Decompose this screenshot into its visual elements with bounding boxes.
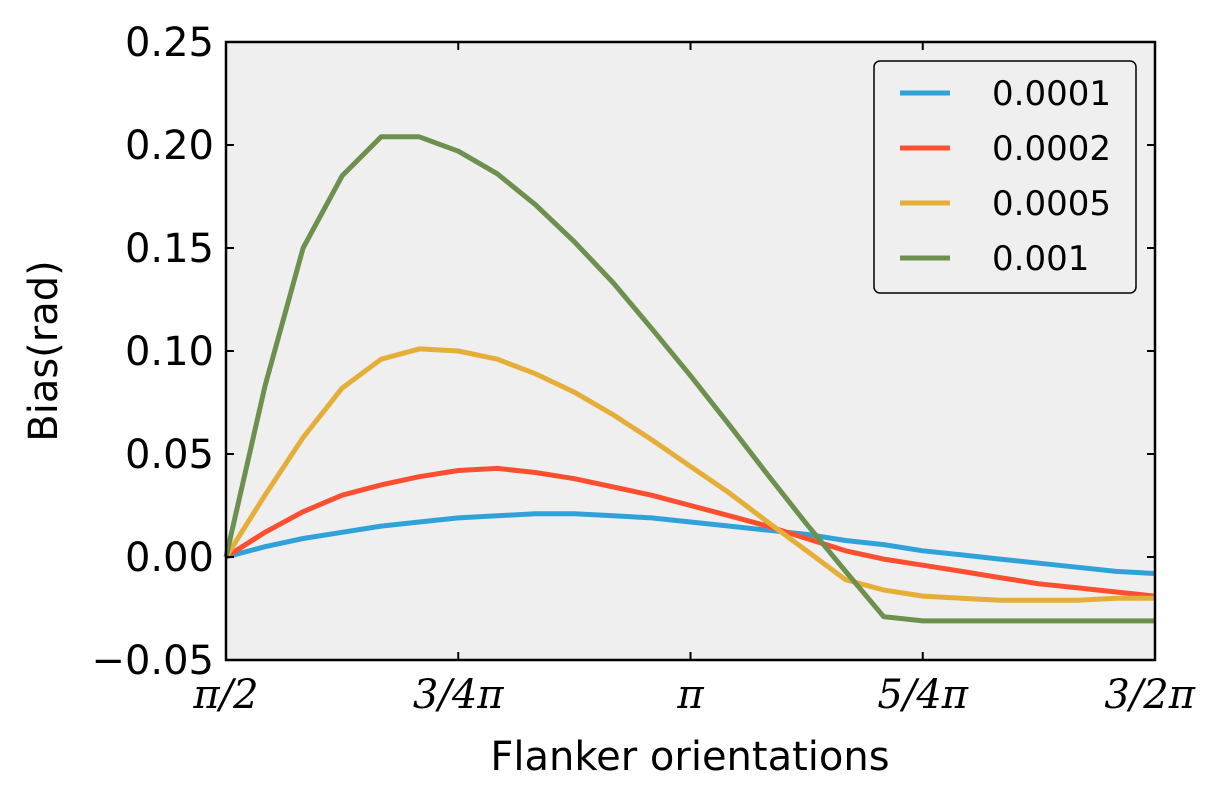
legend-label: 0.0002: [992, 129, 1111, 169]
series-line-0.0005: [223, 346, 1155, 603]
legend: 0.0001 0.0002 0.0005 0.001: [873, 60, 1137, 294]
y-ticks: −0.05 0.00 0.05 0.10 0.15 0.20 0.25: [91, 20, 1155, 684]
y-tick-label: 0.05: [125, 432, 214, 478]
x-tick-label: 3/2π: [1104, 672, 1195, 718]
x-tick-label: 3/4π: [413, 672, 504, 718]
legend-label: 0.0005: [992, 184, 1111, 224]
x-tick-label: π/2: [192, 672, 258, 718]
legend-label: 0.001: [992, 239, 1089, 279]
x-tick-label: π: [676, 672, 704, 718]
legend-box: [873, 60, 1137, 294]
series-line-0.001: [223, 134, 1155, 624]
x-axis-label: Flanker orientations: [490, 734, 889, 780]
y-tick-label: 0.20: [125, 123, 214, 169]
legend-label: 0.0001: [992, 74, 1111, 114]
y-tick-label: 0.25: [125, 20, 214, 66]
y-tick-label: 0.00: [125, 535, 214, 581]
x-ticks: π/2 3/4π π 5/4π 3/2π: [192, 42, 1196, 718]
y-tick-label: 0.15: [125, 226, 214, 272]
x-tick-label: 5/4π: [877, 672, 968, 718]
series-layer: [223, 134, 1156, 624]
y-tick-label: 0.10: [125, 329, 214, 375]
series-line-0.0002: [224, 465, 1156, 599]
y-axis-label: Bias(rad): [21, 260, 67, 441]
y-tick-label: −0.05: [91, 638, 214, 684]
series-line-0.0001: [225, 511, 1156, 576]
